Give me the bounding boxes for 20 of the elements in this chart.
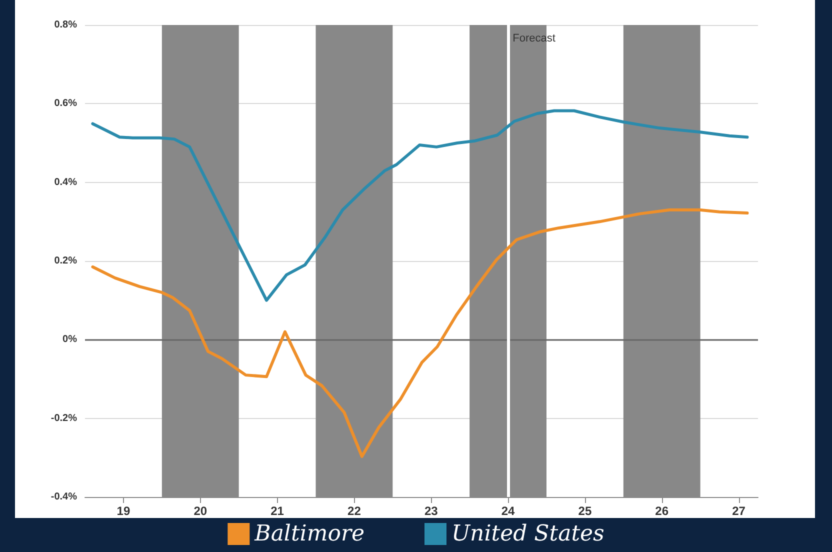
- x-tick-label: 24: [501, 504, 516, 518]
- x-tick-label: 26: [655, 504, 669, 518]
- legend-label: Baltimore: [254, 522, 364, 546]
- y-tick-label: -0.2%: [50, 412, 78, 424]
- x-tick-label: 23: [424, 504, 438, 518]
- y-tick-label: 0.2%: [54, 256, 78, 266]
- x-tick-label: 25: [578, 504, 592, 518]
- y-tick-label: 0.6%: [54, 98, 78, 110]
- line-series: [91, 208, 749, 458]
- x-tick-label: 20: [194, 504, 208, 518]
- x-tick-label: 19: [116, 504, 130, 518]
- x-tick-label: 21: [270, 504, 284, 518]
- y-tick-label: 0.4%: [54, 176, 78, 188]
- y-tick-label: 0%: [62, 334, 78, 346]
- line-series: [91, 109, 749, 302]
- legend-label: United States: [451, 522, 604, 546]
- y-tick-label: -0.4%: [50, 492, 78, 502]
- x-tick-label: 22: [348, 504, 362, 518]
- x-tick-label: 27: [732, 504, 746, 518]
- y-tick-label: 0.8%: [54, 20, 78, 30]
